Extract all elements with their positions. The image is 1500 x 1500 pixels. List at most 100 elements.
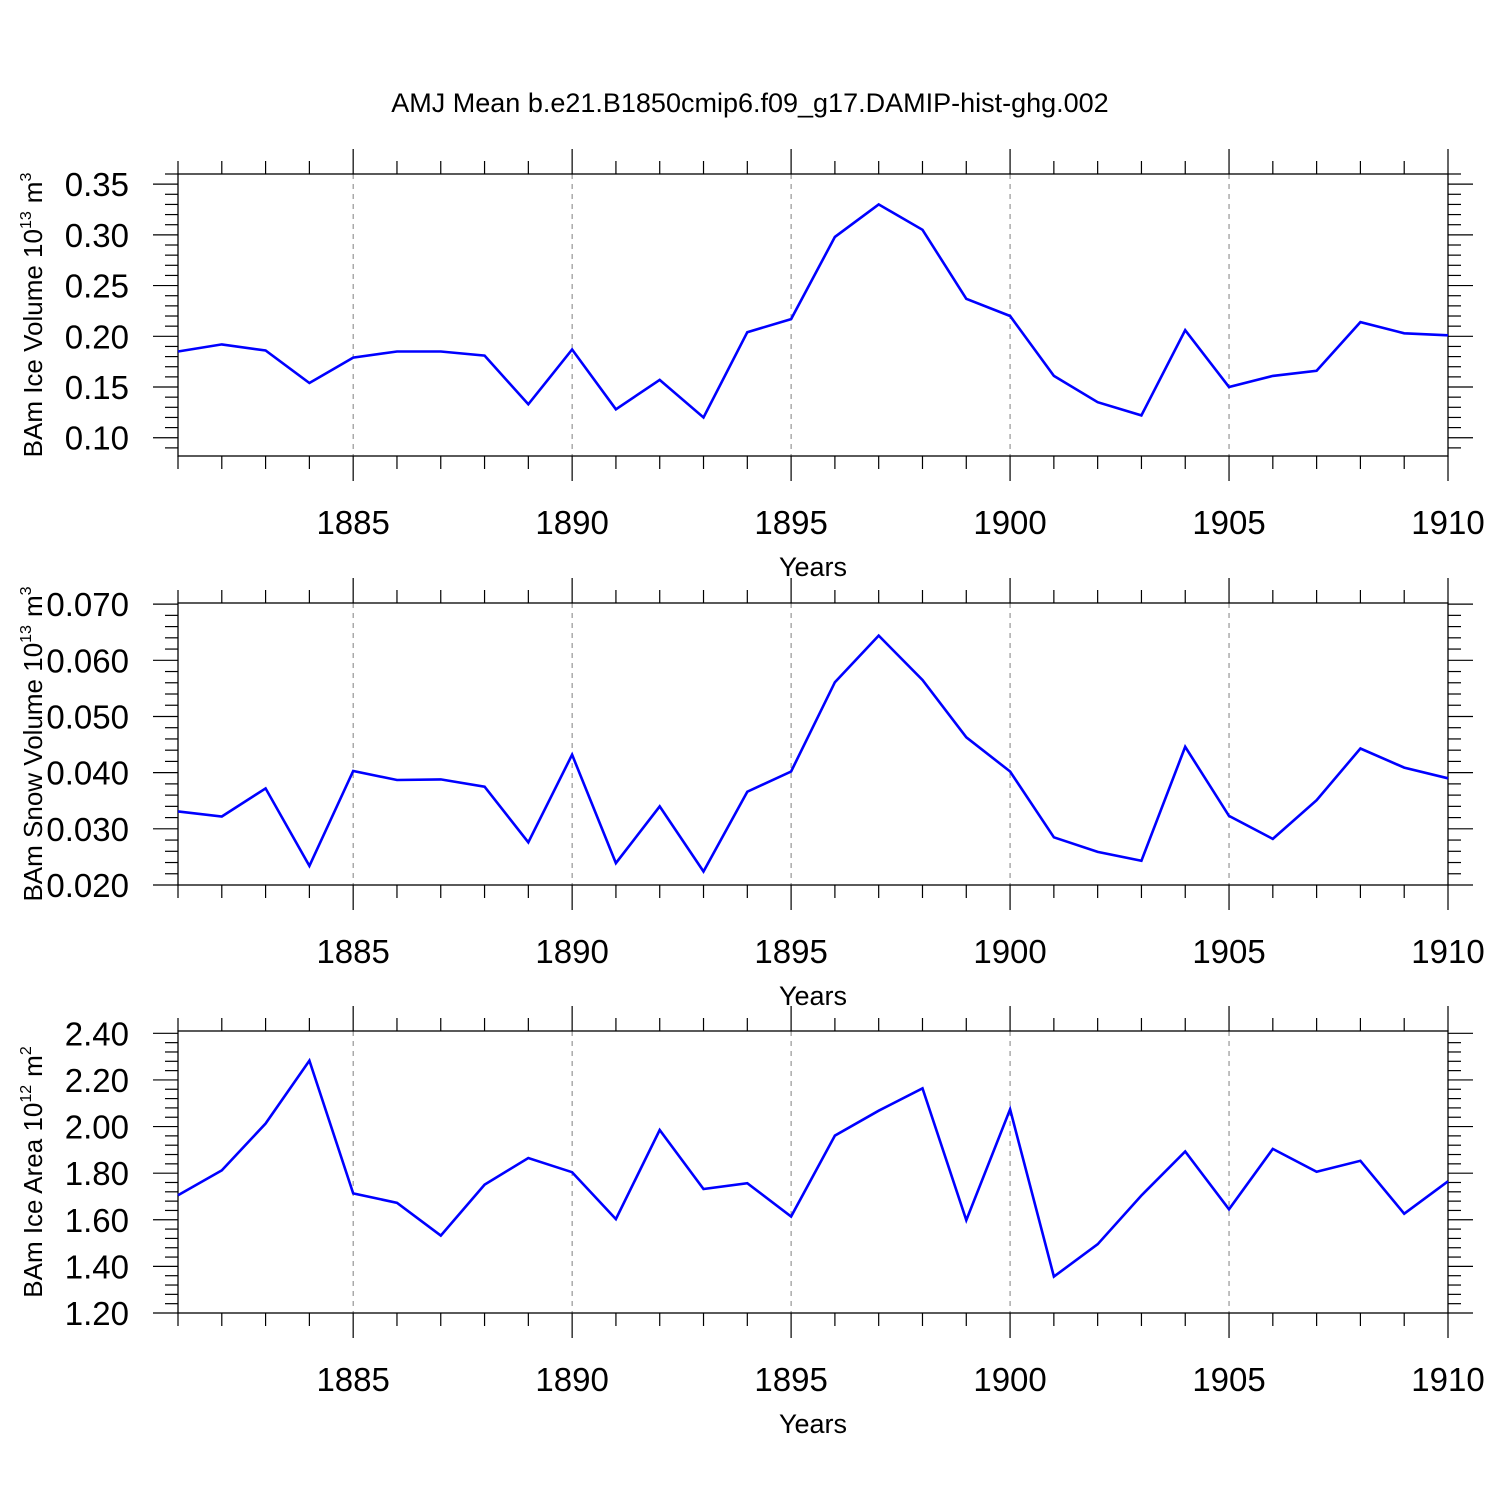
data-point (1183, 745, 1187, 749)
data-point (570, 1170, 574, 1174)
data-point (702, 1187, 706, 1191)
data-point (1008, 770, 1012, 774)
x-tick-label: 1900 (973, 1361, 1046, 1398)
x-tick-label: 1905 (1192, 933, 1265, 970)
chart-panel-2: 1885 1890 1895 1900 1905 1910 Years 0.020 0.030 0… (18, 578, 1485, 1011)
data-point (658, 804, 662, 808)
data-point (964, 1218, 968, 1222)
x-axis-title: Years (779, 981, 847, 1011)
x-axis-title: Years (779, 552, 847, 582)
data-point (1096, 850, 1100, 854)
data-point (877, 634, 881, 638)
data-point (439, 1234, 443, 1238)
data-point (1227, 1207, 1231, 1211)
data-point (351, 769, 355, 773)
data-point (1271, 374, 1275, 378)
data-point (1446, 1179, 1450, 1183)
data-point (264, 349, 268, 353)
data-point (526, 1156, 530, 1160)
data-point (351, 1191, 355, 1195)
x-tick-label: 1890 (535, 1361, 608, 1398)
data-point (1402, 1212, 1406, 1216)
data-point (1358, 746, 1362, 750)
data-point (570, 753, 574, 757)
data-point (614, 407, 618, 411)
plot-frame (177, 602, 1449, 886)
data-point (1227, 385, 1231, 389)
y-axis-title-unit-exponent: 2 (18, 1046, 35, 1055)
y-axis-title-text: BAm Snow Volume 10 (18, 643, 48, 902)
x-tick-label: 1905 (1192, 1361, 1265, 1398)
data-point (1139, 1194, 1143, 1198)
data-point (1139, 859, 1143, 863)
data-point (702, 870, 706, 874)
y-tick-label: 2.40 (65, 1015, 129, 1052)
x-tick-label: 1895 (754, 933, 827, 970)
x-tick-label: 1910 (1411, 933, 1484, 970)
data-point (920, 228, 924, 232)
data-point (439, 777, 443, 781)
data-point (833, 680, 837, 684)
plot-frame (177, 173, 1449, 457)
data-point (570, 347, 574, 351)
data-point (307, 381, 311, 385)
y-axis-title-text: BAm Ice Volume 10 (18, 229, 48, 457)
y-axis-title-unit: m (18, 1055, 48, 1077)
data-point (1052, 374, 1056, 378)
data-point (877, 202, 881, 206)
data-point (745, 1181, 749, 1185)
data-point (877, 1109, 881, 1113)
y-tick-label: 0.30 (65, 217, 129, 254)
data-point (1315, 798, 1319, 802)
data-point (614, 1217, 618, 1221)
data-point (1052, 835, 1056, 839)
y-axis-title: BAm Ice Area 1012 m2 (18, 1046, 48, 1298)
data-point (176, 350, 180, 354)
data-point (1446, 333, 1450, 337)
x-axis-title: Years (779, 1409, 847, 1439)
x-tick-label: 1905 (1192, 504, 1265, 541)
data-point (1358, 320, 1362, 324)
data-point (1052, 1275, 1056, 1279)
data-point (395, 778, 399, 782)
data-point (1271, 1147, 1275, 1151)
data-point (964, 735, 968, 739)
y-tick-label: 0.040 (46, 755, 129, 792)
data-point (833, 235, 837, 239)
data-point (1096, 400, 1100, 404)
y-tick-label: 0.020 (46, 867, 129, 904)
data-point (439, 350, 443, 354)
data-point (1008, 314, 1012, 318)
y-axis-title-exponent: 13 (18, 625, 35, 643)
data-point (1183, 1149, 1187, 1153)
data-point (1227, 814, 1231, 818)
data-point (1183, 328, 1187, 332)
data-point (483, 1183, 487, 1187)
data-point (745, 790, 749, 794)
data-point (1008, 1107, 1012, 1111)
data-point (964, 297, 968, 301)
data-point (1315, 1170, 1319, 1174)
y-axis-title-unit-exponent: 3 (18, 586, 35, 595)
data-point (745, 330, 749, 334)
x-tick-label: 1885 (316, 933, 389, 970)
y-tick-label: 0.35 (65, 166, 129, 203)
series-line (177, 1057, 1449, 1279)
data-point (1271, 837, 1275, 841)
data-point (614, 861, 618, 865)
data-point (702, 415, 706, 419)
y-tick-label: 0.030 (46, 811, 129, 848)
data-point (307, 1059, 311, 1063)
plot-frame (177, 1030, 1449, 1314)
data-point (220, 342, 224, 346)
chart-panel-1: 1885 1890 1895 1900 1905 1910 Years 0.10 0.15 0.2… (18, 149, 1485, 582)
y-tick-label: 2.00 (65, 1109, 129, 1146)
data-point (395, 350, 399, 354)
y-tick-label: 0.25 (65, 268, 129, 305)
series-line (177, 202, 1449, 420)
x-tick-label: 1890 (535, 504, 608, 541)
data-point (176, 809, 180, 813)
y-tick-label: 0.060 (46, 642, 129, 679)
data-point (1358, 1159, 1362, 1163)
